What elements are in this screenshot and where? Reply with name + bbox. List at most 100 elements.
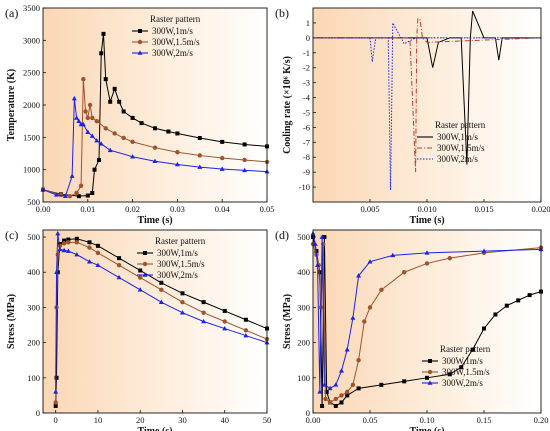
data-point	[87, 102, 93, 108]
legend-entry: 300W,2m/s	[442, 378, 483, 388]
legend-marker	[143, 251, 147, 255]
panel-label: (d)	[275, 228, 289, 242]
data-point	[117, 99, 122, 104]
legend-marker	[427, 369, 433, 375]
data-point	[112, 86, 117, 91]
legend-entry: 300W,1m/s	[157, 248, 198, 258]
data-point	[324, 389, 329, 394]
data-point	[138, 268, 143, 273]
y-tick-label: -7	[303, 137, 310, 147]
data-point	[101, 31, 106, 36]
data-point	[74, 252, 80, 257]
y-tick-label: 1500	[23, 132, 40, 142]
legend-entry: 300W,2m/s	[157, 270, 198, 280]
y-axis-label: Temperature (K)	[6, 69, 17, 142]
data-point	[319, 234, 325, 239]
data-point	[80, 121, 86, 127]
data-point	[85, 115, 91, 121]
legend-entry: 300W,1.5m/s	[437, 143, 485, 153]
legend-entry: 300W,1.5m/s	[152, 37, 200, 47]
data-point	[320, 403, 325, 408]
data-point	[220, 139, 225, 144]
legend-entry: 300W,1m/s	[442, 356, 483, 366]
data-point	[174, 161, 180, 167]
series-line	[313, 17, 542, 173]
data-point	[87, 245, 92, 250]
data-point	[95, 250, 101, 256]
data-point	[152, 158, 158, 164]
data-point	[447, 255, 452, 261]
data-point	[130, 115, 135, 120]
legend-entry: 300W,1m/s	[437, 132, 478, 142]
data-point	[424, 250, 430, 255]
x-tick-label: 0.015	[474, 204, 493, 214]
data-point	[243, 317, 248, 322]
data-point	[71, 95, 77, 101]
y-tick-label: -9	[303, 167, 310, 177]
data-point	[69, 173, 75, 178]
data-point	[74, 190, 79, 196]
data-point	[95, 262, 101, 267]
data-point	[350, 382, 356, 388]
data-point	[67, 193, 73, 199]
data-point	[201, 310, 206, 315]
data-point	[116, 274, 122, 280]
data-point	[379, 382, 384, 387]
y-tick-label: 200	[27, 338, 40, 348]
x-tick-label: 30	[178, 415, 187, 425]
data-point	[333, 403, 338, 408]
data-point	[220, 155, 225, 161]
data-point	[53, 400, 58, 405]
data-point	[339, 393, 344, 398]
data-point	[402, 270, 407, 275]
data-point	[356, 386, 361, 391]
data-point	[379, 287, 384, 293]
data-point	[356, 358, 361, 363]
legend-title: Raster pattern	[440, 344, 491, 354]
y-tick-label: 200	[297, 338, 310, 348]
data-point	[112, 131, 117, 136]
y-tick-label: 2000	[23, 100, 40, 110]
y-axis-label: Stress (MPa)	[282, 294, 293, 349]
data-point	[327, 400, 333, 405]
data-point	[97, 157, 101, 162]
legend-marker	[142, 272, 148, 277]
data-point	[166, 129, 171, 134]
y-tick-label: -8	[303, 152, 310, 162]
data-point	[175, 150, 180, 155]
y-tick-label: -2	[303, 63, 310, 73]
y-tick-label: 400	[27, 267, 40, 277]
data-point	[92, 167, 97, 172]
data-point	[76, 118, 82, 123]
series-3	[40, 95, 270, 198]
x-tick-label: 0.010	[417, 204, 436, 214]
data-point	[493, 312, 498, 317]
y-tick-label: 400	[297, 267, 310, 277]
data-point	[89, 133, 95, 138]
data-point	[243, 332, 249, 338]
data-point	[85, 193, 90, 198]
data-point	[459, 365, 464, 370]
data-point	[139, 121, 144, 126]
data-point	[61, 247, 67, 253]
data-point	[242, 142, 247, 147]
legend-entry: 300W,1.5m/s	[442, 367, 490, 377]
x-tick-label: 0.10	[420, 415, 435, 425]
series-3	[313, 21, 541, 191]
data-point	[90, 115, 95, 121]
data-point	[108, 99, 113, 104]
data-point	[321, 382, 327, 387]
data-point	[66, 240, 71, 245]
data-point	[76, 194, 81, 199]
x-tick-label: 20	[136, 415, 145, 425]
data-point	[55, 230, 61, 236]
legend-title: Raster pattern	[155, 236, 206, 246]
data-point	[356, 273, 362, 278]
x-tick-label: 50	[263, 415, 272, 425]
data-point	[470, 347, 475, 352]
y-tick-label: 500	[297, 232, 310, 242]
data-point	[74, 240, 80, 245]
data-point	[66, 237, 71, 242]
series-2	[313, 17, 542, 173]
